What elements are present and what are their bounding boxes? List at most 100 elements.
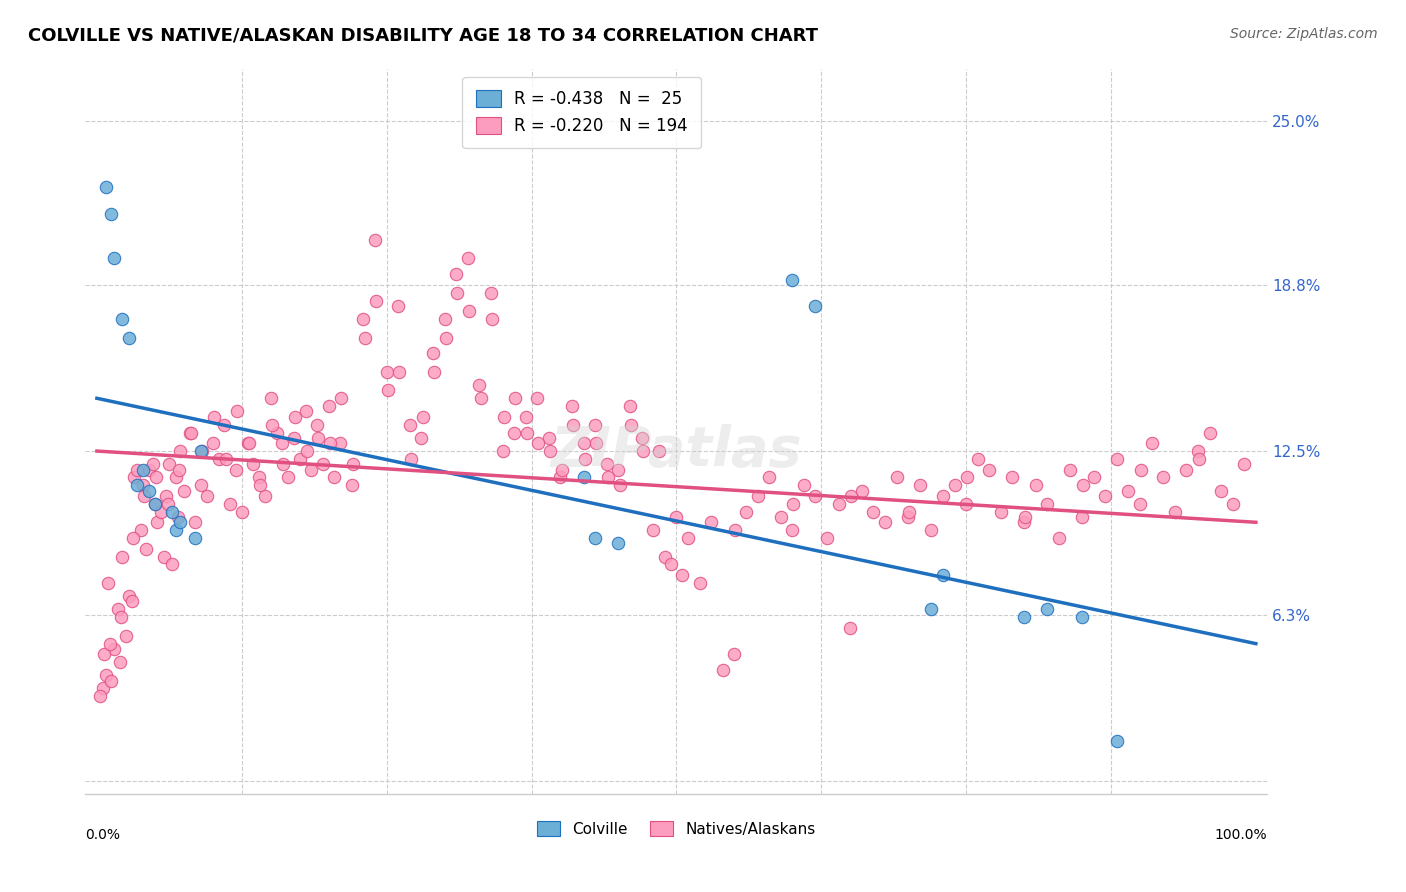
Point — [1094, 489, 1116, 503]
Point — [1175, 462, 1198, 476]
Point — [659, 558, 682, 572]
Point — [195, 489, 218, 503]
Point — [219, 497, 242, 511]
Point — [121, 594, 143, 608]
Point — [184, 516, 207, 530]
Point — [648, 444, 671, 458]
Point — [434, 330, 457, 344]
Point — [671, 568, 693, 582]
Point — [526, 392, 548, 406]
Point — [1118, 483, 1140, 498]
Text: Source: ZipAtlas.com: Source: ZipAtlas.com — [1230, 27, 1378, 41]
Point — [165, 523, 187, 537]
Point — [312, 457, 335, 471]
Point — [1129, 497, 1152, 511]
Point — [169, 516, 191, 530]
Point — [260, 392, 283, 406]
Point — [1047, 531, 1070, 545]
Point — [908, 478, 931, 492]
Point — [665, 510, 688, 524]
Point — [214, 417, 236, 432]
Point — [96, 668, 118, 682]
Point — [207, 452, 229, 467]
Point — [596, 457, 619, 471]
Point — [107, 602, 129, 616]
Point — [827, 497, 849, 511]
Point — [330, 392, 353, 406]
Point — [538, 444, 561, 458]
Point — [283, 431, 305, 445]
Point — [388, 365, 411, 379]
Point — [886, 470, 908, 484]
Point — [299, 462, 322, 476]
Point — [129, 523, 152, 537]
Point — [527, 436, 550, 450]
Point — [318, 399, 340, 413]
Point — [758, 470, 780, 484]
Point — [433, 312, 456, 326]
Point — [1059, 462, 1081, 476]
Point — [143, 497, 166, 511]
Point — [1105, 734, 1128, 748]
Point — [411, 431, 433, 445]
Point — [377, 384, 399, 398]
Point — [583, 531, 606, 545]
Point — [898, 505, 921, 519]
Point — [470, 392, 492, 406]
Point — [1012, 610, 1035, 624]
Point — [585, 436, 607, 450]
Point — [1012, 516, 1035, 530]
Point — [654, 549, 676, 564]
Point — [607, 536, 630, 550]
Point — [127, 478, 149, 492]
Point — [307, 431, 329, 445]
Point — [503, 392, 526, 406]
Point — [979, 462, 1001, 476]
Point — [782, 497, 804, 511]
Point — [481, 312, 503, 326]
Point — [620, 417, 643, 432]
Point — [329, 436, 352, 450]
Point — [155, 489, 177, 503]
Point — [630, 431, 652, 445]
Point — [191, 444, 214, 458]
Point — [1198, 425, 1220, 440]
Point — [1071, 610, 1094, 624]
Point — [747, 489, 769, 503]
Point — [127, 462, 149, 476]
Point — [184, 531, 207, 545]
Point — [247, 470, 270, 484]
Point — [160, 558, 183, 572]
Point — [562, 417, 585, 432]
Point — [160, 505, 183, 519]
Point — [457, 252, 479, 266]
Point — [156, 497, 179, 511]
Point — [607, 462, 630, 476]
Point — [141, 457, 163, 471]
Point — [1130, 462, 1153, 476]
Point — [249, 478, 271, 492]
Point — [561, 399, 583, 413]
Point — [1187, 444, 1209, 458]
Point — [319, 436, 342, 450]
Point — [146, 516, 169, 530]
Point — [134, 489, 156, 503]
Point — [138, 483, 160, 498]
Point — [1233, 457, 1256, 471]
Point — [1014, 510, 1036, 524]
Point — [284, 409, 307, 424]
Point — [253, 489, 276, 503]
Point — [103, 641, 125, 656]
Point — [110, 610, 132, 624]
Text: 0.0%: 0.0% — [86, 828, 121, 842]
Point — [266, 425, 288, 440]
Point — [226, 404, 249, 418]
Point — [412, 409, 434, 424]
Legend: Colville, Natives/Alaskans: Colville, Natives/Alaskans — [529, 814, 824, 845]
Point — [169, 444, 191, 458]
Point — [295, 444, 318, 458]
Point — [444, 268, 467, 282]
Point — [873, 516, 896, 530]
Point — [735, 505, 758, 519]
Point — [353, 312, 375, 326]
